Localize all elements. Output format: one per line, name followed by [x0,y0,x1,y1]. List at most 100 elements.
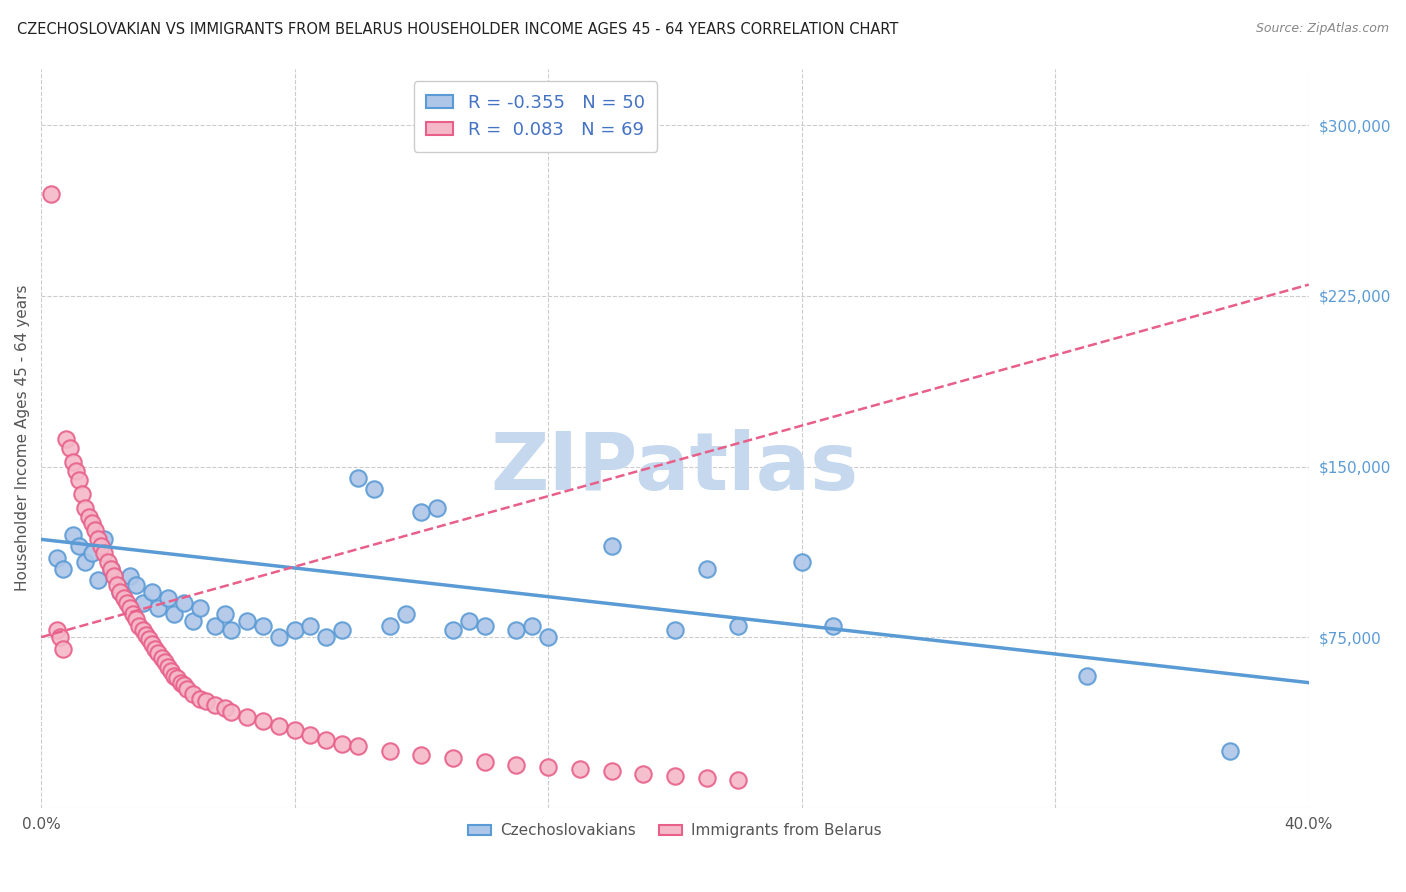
Point [141,637,163,651]
Point [93,546,115,560]
Point [176,682,198,697]
Point [100,562,122,576]
Point [474,619,496,633]
Point [148,600,170,615]
Point [160,665,183,679]
Point [633,766,655,780]
Point [505,757,527,772]
Point [600,764,623,779]
Point [181,687,204,701]
Point [284,624,307,638]
Legend: Czechoslovakians, Immigrants from Belarus: Czechoslovakians, Immigrants from Belaru… [463,817,887,845]
Point [299,728,322,742]
Point [522,619,544,633]
Text: ZIPatlas: ZIPatlas [491,429,859,507]
Point [252,619,274,633]
Point [1219,744,1241,758]
Point [173,596,195,610]
Point [163,669,186,683]
Point [330,624,353,638]
Point [537,630,560,644]
Point [214,607,236,622]
Point [219,705,242,719]
Point [131,624,153,638]
Point [156,659,179,673]
Point [1076,669,1098,683]
Text: Source: ZipAtlas.com: Source: ZipAtlas.com [1256,22,1389,36]
Point [87,574,110,588]
Point [148,646,170,660]
Point [62,455,84,469]
Point [55,432,77,446]
Point [150,650,173,665]
Point [46,550,69,565]
Point [194,694,217,708]
Point [125,612,148,626]
Point [49,630,72,644]
Point [131,596,153,610]
Point [378,744,401,758]
Point [77,509,100,524]
Point [103,568,125,582]
Point [153,655,176,669]
Point [112,591,135,606]
Point [169,675,191,690]
Point [67,473,90,487]
Point [166,671,188,685]
Point [188,691,211,706]
Point [90,539,112,553]
Point [664,769,686,783]
Point [135,628,157,642]
Point [110,584,132,599]
Point [411,748,433,763]
Point [173,678,195,692]
Point [52,562,75,576]
Y-axis label: Householder Income Ages 45 - 64 years: Householder Income Ages 45 - 64 years [15,285,30,591]
Point [727,619,749,633]
Point [363,483,385,497]
Point [118,600,141,615]
Point [664,624,686,638]
Point [568,762,591,776]
Point [823,619,845,633]
Point [458,614,481,628]
Point [219,624,242,638]
Point [181,614,204,628]
Point [52,641,75,656]
Point [394,607,416,622]
Point [93,533,115,547]
Point [347,471,370,485]
Point [727,773,749,788]
Point [378,619,401,633]
Point [299,619,322,633]
Point [115,596,138,610]
Point [110,584,132,599]
Point [75,500,97,515]
Point [214,700,236,714]
Point [696,771,718,785]
Point [65,464,87,478]
Point [143,641,166,656]
Point [252,714,274,729]
Point [267,630,290,644]
Point [75,555,97,569]
Point [46,624,69,638]
Point [72,487,94,501]
Point [315,732,337,747]
Point [284,723,307,738]
Point [441,750,464,764]
Point [125,578,148,592]
Point [474,756,496,770]
Point [188,600,211,615]
Point [315,630,337,644]
Point [97,555,120,569]
Point [84,523,107,537]
Point [790,555,813,569]
Point [163,607,186,622]
Point [505,624,527,638]
Point [100,562,122,576]
Point [330,737,353,751]
Point [204,619,226,633]
Point [426,500,449,515]
Point [59,442,82,456]
